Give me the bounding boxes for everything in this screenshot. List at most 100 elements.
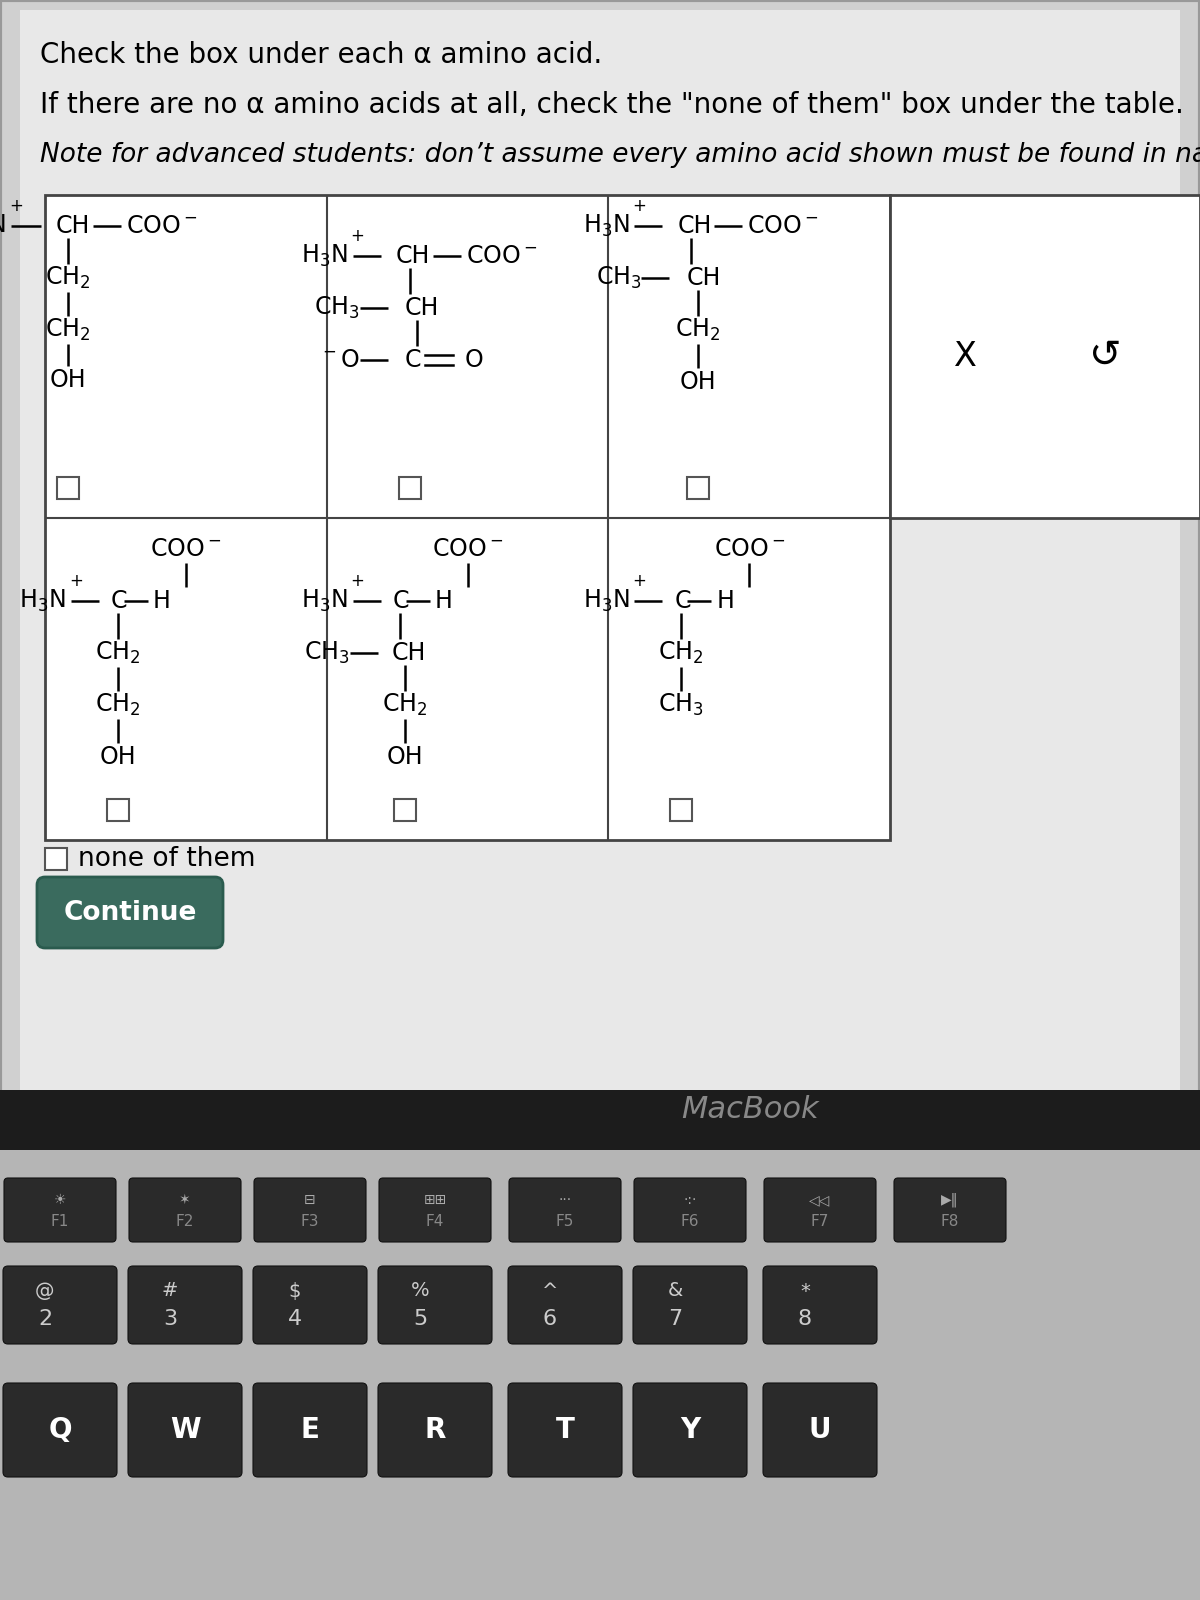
Text: U: U xyxy=(809,1416,832,1443)
Text: +: + xyxy=(350,571,365,590)
Text: $\mathregular{COO^-}$: $\mathregular{COO^-}$ xyxy=(432,536,503,560)
Text: C: C xyxy=(404,349,421,373)
Text: +: + xyxy=(632,571,646,590)
Text: F5: F5 xyxy=(556,1214,574,1229)
FancyBboxPatch shape xyxy=(508,1266,622,1344)
Text: R: R xyxy=(425,1416,445,1443)
FancyBboxPatch shape xyxy=(634,1382,746,1477)
Text: W: W xyxy=(169,1416,200,1443)
Text: $\mathregular{H_3N}$: $\mathregular{H_3N}$ xyxy=(0,213,6,240)
Bar xyxy=(20,10,1180,1130)
FancyBboxPatch shape xyxy=(508,1382,622,1477)
Text: $: $ xyxy=(289,1282,301,1301)
Text: ▶‖: ▶‖ xyxy=(941,1192,959,1208)
FancyBboxPatch shape xyxy=(509,1178,622,1242)
Text: +: + xyxy=(632,197,646,216)
Text: 3: 3 xyxy=(163,1309,178,1330)
Text: $\mathregular{H_3N}$: $\mathregular{H_3N}$ xyxy=(582,587,629,614)
FancyBboxPatch shape xyxy=(37,877,223,947)
Text: Check the box under each α amino acid.: Check the box under each α amino acid. xyxy=(40,42,602,69)
Text: ⊞⊞: ⊞⊞ xyxy=(424,1194,446,1206)
Text: $\mathregular{COO^-}$: $\mathregular{COO^-}$ xyxy=(748,214,818,238)
Text: &: & xyxy=(667,1282,683,1301)
Text: 4: 4 xyxy=(288,1309,302,1330)
FancyBboxPatch shape xyxy=(4,1178,116,1242)
Bar xyxy=(107,798,128,821)
Text: @: @ xyxy=(35,1282,55,1301)
FancyBboxPatch shape xyxy=(379,1178,491,1242)
FancyBboxPatch shape xyxy=(378,1266,492,1344)
Bar xyxy=(46,848,67,870)
Text: CH: CH xyxy=(404,296,439,320)
Text: $\mathregular{^-O}$: $\mathregular{^-O}$ xyxy=(319,349,360,373)
Text: $\mathregular{COO^-}$: $\mathregular{COO^-}$ xyxy=(126,214,197,238)
Text: OH: OH xyxy=(100,744,136,768)
Text: #: # xyxy=(162,1282,178,1301)
Text: ↺: ↺ xyxy=(1088,338,1121,376)
Text: 2: 2 xyxy=(38,1309,52,1330)
Text: F1: F1 xyxy=(50,1214,70,1229)
Bar xyxy=(56,477,79,499)
Text: F2: F2 xyxy=(176,1214,194,1229)
Text: ◁◁: ◁◁ xyxy=(809,1194,830,1206)
FancyBboxPatch shape xyxy=(253,1382,367,1477)
Text: ·:·: ·:· xyxy=(683,1194,697,1206)
Text: *: * xyxy=(800,1282,810,1301)
Text: CH: CH xyxy=(686,266,720,290)
Bar xyxy=(890,195,1200,517)
Bar xyxy=(398,477,420,499)
Text: Note for advanced students: don’t assume every amino acid shown must be found in: Note for advanced students: don’t assume… xyxy=(40,142,1200,168)
Text: $\mathregular{CH_2}$: $\mathregular{CH_2}$ xyxy=(659,640,704,666)
FancyBboxPatch shape xyxy=(894,1178,1006,1242)
FancyBboxPatch shape xyxy=(128,1266,242,1344)
Text: $\mathregular{COO^-}$: $\mathregular{COO^-}$ xyxy=(150,536,222,560)
Text: CH: CH xyxy=(396,245,430,269)
Text: ^: ^ xyxy=(542,1282,558,1301)
Text: X: X xyxy=(954,339,977,373)
Text: +: + xyxy=(68,571,83,590)
Text: 8: 8 xyxy=(798,1309,812,1330)
Text: $\mathregular{H_3N}$: $\mathregular{H_3N}$ xyxy=(19,587,66,614)
Bar xyxy=(0,0,1200,1150)
FancyBboxPatch shape xyxy=(378,1382,492,1477)
Text: ···: ··· xyxy=(558,1194,571,1206)
Text: 6: 6 xyxy=(542,1309,557,1330)
Text: C: C xyxy=(674,589,691,613)
Text: $\mathregular{CH_2}$: $\mathregular{CH_2}$ xyxy=(46,317,90,344)
Text: $\mathregular{CH_3}$: $\mathregular{CH_3}$ xyxy=(659,691,704,718)
Text: H: H xyxy=(152,589,170,613)
Bar xyxy=(688,477,709,499)
FancyBboxPatch shape xyxy=(763,1266,877,1344)
Text: MacBook: MacBook xyxy=(682,1096,818,1125)
Text: %: % xyxy=(410,1282,430,1301)
Text: F7: F7 xyxy=(811,1214,829,1229)
Bar xyxy=(670,798,692,821)
FancyBboxPatch shape xyxy=(2,1266,118,1344)
Text: $\mathregular{CH_2}$: $\mathregular{CH_2}$ xyxy=(46,266,90,291)
Text: $\mathregular{H_3N}$: $\mathregular{H_3N}$ xyxy=(301,587,348,614)
Text: +: + xyxy=(350,227,365,245)
Text: ☀: ☀ xyxy=(54,1194,66,1206)
Text: $\mathregular{H_3N}$: $\mathregular{H_3N}$ xyxy=(301,243,348,269)
FancyBboxPatch shape xyxy=(128,1382,242,1477)
Text: OH: OH xyxy=(386,744,422,768)
FancyBboxPatch shape xyxy=(253,1266,367,1344)
Text: $\mathregular{CH_3}$: $\mathregular{CH_3}$ xyxy=(314,294,360,322)
Text: C: C xyxy=(110,589,127,613)
FancyBboxPatch shape xyxy=(2,1382,118,1477)
Text: $\mathregular{COO^-}$: $\mathregular{COO^-}$ xyxy=(714,536,785,560)
Text: Continue: Continue xyxy=(64,899,197,926)
Text: CH: CH xyxy=(56,214,90,238)
Text: $\mathregular{COO^-}$: $\mathregular{COO^-}$ xyxy=(466,245,536,269)
FancyBboxPatch shape xyxy=(763,1382,877,1477)
Text: F8: F8 xyxy=(941,1214,959,1229)
FancyBboxPatch shape xyxy=(634,1266,746,1344)
Text: $\mathregular{CH_3}$: $\mathregular{CH_3}$ xyxy=(304,640,349,666)
Text: 5: 5 xyxy=(413,1309,427,1330)
Text: ⊟: ⊟ xyxy=(304,1194,316,1206)
Bar xyxy=(46,195,890,840)
Text: Q: Q xyxy=(48,1416,72,1443)
Bar xyxy=(0,1090,1200,1150)
Text: ✶: ✶ xyxy=(179,1194,191,1206)
Text: $\mathregular{CH_3}$: $\mathregular{CH_3}$ xyxy=(595,266,641,291)
